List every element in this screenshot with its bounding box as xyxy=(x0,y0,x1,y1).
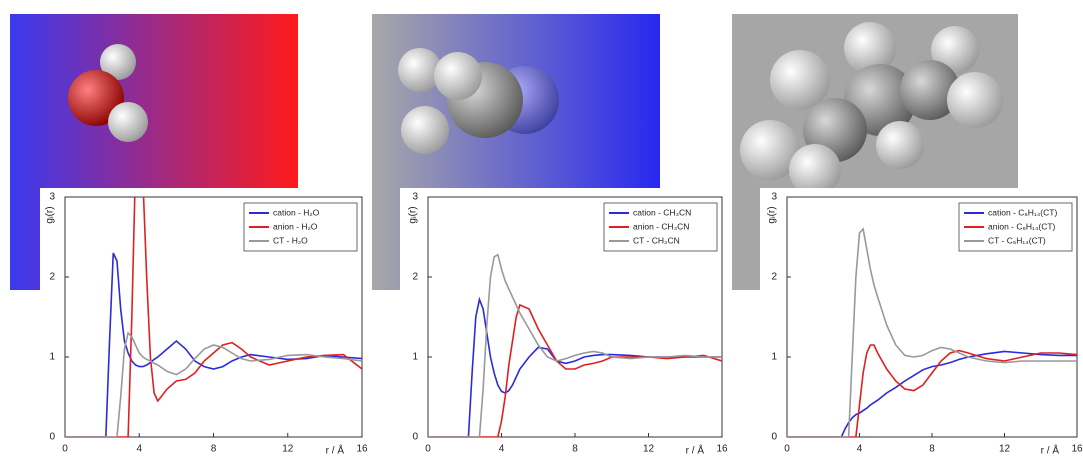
y-tick-label: 0 xyxy=(49,432,55,443)
atom xyxy=(401,106,449,154)
x-tick-label: 0 xyxy=(784,444,790,455)
atom xyxy=(947,72,1003,128)
atom xyxy=(876,121,924,169)
y-tick-label: 1 xyxy=(412,352,418,363)
y-tick-label: 2 xyxy=(412,272,418,283)
y-tick-label: 2 xyxy=(49,272,55,283)
x-tick-label: 16 xyxy=(356,444,368,455)
x-tick-label: 0 xyxy=(425,444,431,455)
x-tick-label: 12 xyxy=(999,444,1011,455)
x-axis-label: r / Å xyxy=(326,444,345,457)
atom xyxy=(398,48,442,92)
x-tick-label: 12 xyxy=(282,444,294,455)
legend-label: CT - C₆H₁₄(CT) xyxy=(988,235,1046,245)
x-tick-label: 4 xyxy=(857,444,863,455)
x-tick-label: 8 xyxy=(929,444,935,455)
series-line xyxy=(428,296,722,437)
y-tick-label: 3 xyxy=(49,192,55,203)
atom xyxy=(900,60,960,120)
atom xyxy=(770,50,830,110)
x-tick-label: 16 xyxy=(716,444,728,455)
legend-label: cation - CH₃CN xyxy=(633,207,691,217)
atom xyxy=(789,144,841,196)
atom xyxy=(108,102,148,142)
x-tick-label: 16 xyxy=(1071,444,1083,455)
legend: cation - CH₃CN anion - CH₃CN CT - CH₃CN xyxy=(603,202,718,252)
series-line xyxy=(65,252,362,437)
y-tick-label: 2 xyxy=(771,272,777,283)
x-tick-label: 0 xyxy=(62,444,68,455)
atom xyxy=(100,44,136,80)
y-tick-label: 1 xyxy=(771,352,777,363)
series-line xyxy=(65,331,362,437)
atom xyxy=(844,22,896,74)
atom xyxy=(434,52,482,100)
legend-label: anion - H₂O xyxy=(273,221,318,231)
y-axis-label: gᵢ(r) xyxy=(767,206,778,223)
legend-label: CT - H₂O xyxy=(273,235,308,245)
atom xyxy=(740,120,800,180)
series-line xyxy=(428,253,722,437)
y-tick-label: 0 xyxy=(412,432,418,443)
legend-label: anion - C₆H₁₄(CT) xyxy=(988,221,1056,231)
y-tick-label: 1 xyxy=(49,352,55,363)
series-line xyxy=(787,344,1077,437)
y-tick-label: 3 xyxy=(771,192,777,203)
atom xyxy=(68,70,124,126)
x-axis-label: r / Å xyxy=(1041,444,1060,457)
legend: cation - C₆H₁₄(CT) anion - C₆H₁₄(CT) CT - … xyxy=(958,202,1073,252)
x-tick-label: 4 xyxy=(136,444,142,455)
x-tick-label: 8 xyxy=(211,444,217,455)
y-tick-label: 3 xyxy=(412,192,418,203)
legend-label: cation - C₆H₁₄(CT) xyxy=(988,207,1057,217)
y-tick-label: 0 xyxy=(771,432,777,443)
legend-label: anion - CH₃CN xyxy=(633,221,689,231)
x-tick-label: 12 xyxy=(643,444,655,455)
x-axis-label: r / Å xyxy=(686,444,705,457)
x-tick-label: 8 xyxy=(572,444,578,455)
x-tick-label: 4 xyxy=(499,444,505,455)
legend: cation - H₂O anion - H₂O CT - H₂O xyxy=(243,202,358,252)
y-axis-label: gᵢ(r) xyxy=(408,206,419,223)
legend-label: CT - CH₃CN xyxy=(633,235,680,245)
y-axis-label: gᵢ(r) xyxy=(45,206,56,223)
legend-label: cation - H₂O xyxy=(273,207,320,217)
atom xyxy=(931,26,979,74)
series-line xyxy=(787,227,1077,437)
